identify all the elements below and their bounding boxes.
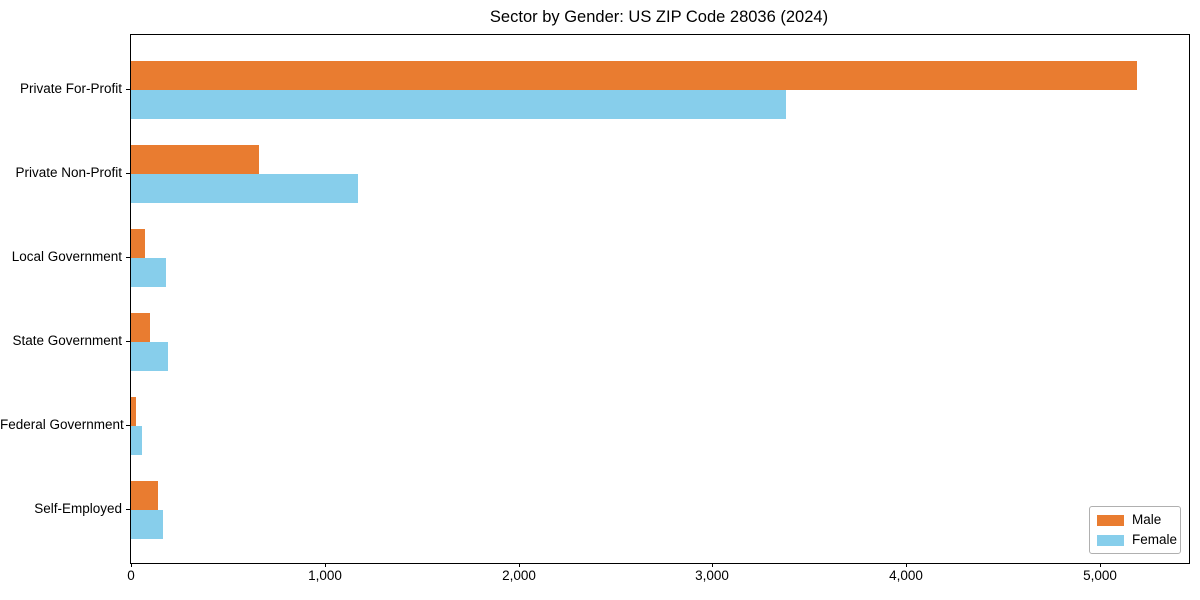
legend-entry-female: Female	[1097, 533, 1177, 547]
female-series-swatch	[1097, 534, 1124, 546]
male-series-swatch	[1097, 514, 1124, 526]
bar-female-4	[131, 426, 142, 455]
y-tick-label-4: Federal Government	[0, 417, 124, 432]
x-tick-label-5: 5,000	[1083, 568, 1117, 583]
y-tick-label-3: State Government	[12, 333, 122, 348]
bar-female-1	[131, 174, 358, 203]
x-tick-mark-4	[906, 563, 907, 567]
chart-title: Sector by Gender: US ZIP Code 28036 (202…	[489, 8, 829, 26]
x-tick-label-0: 0	[127, 568, 135, 583]
plot-area	[130, 34, 1190, 564]
x-tick-mark-5	[1100, 563, 1101, 567]
y-tick-mark-0	[126, 89, 130, 90]
y-tick-mark-2	[126, 257, 130, 258]
bar-male-1	[131, 145, 259, 174]
y-tick-label-1: Private Non-Profit	[15, 165, 122, 180]
y-tick-mark-5	[126, 509, 130, 510]
bar-female-3	[131, 342, 168, 371]
x-tick-label-3: 3,000	[695, 568, 729, 583]
y-tick-label-0: Private For-Profit	[19, 81, 122, 96]
x-tick-mark-1	[325, 563, 326, 567]
bar-male-5	[131, 481, 158, 510]
legend-entry-male: Male	[1097, 513, 1172, 527]
legend: Male Female	[1089, 506, 1181, 554]
x-tick-label-2: 2,000	[502, 568, 536, 583]
y-tick-mark-4	[126, 425, 130, 426]
bar-female-2	[131, 258, 166, 287]
x-tick-label-1: 1,000	[308, 568, 342, 583]
x-tick-mark-0	[131, 563, 132, 567]
bar-female-0	[131, 90, 786, 119]
y-tick-label-2: Local Government	[11, 249, 122, 264]
bar-male-3	[131, 313, 150, 342]
bar-male-2	[131, 229, 145, 258]
y-tick-label-5: Self-Employed	[34, 501, 122, 516]
bar-male-4	[131, 397, 136, 426]
y-tick-mark-3	[126, 341, 130, 342]
bar-male-0	[131, 61, 1137, 90]
x-tick-label-4: 4,000	[889, 568, 923, 583]
bar-female-5	[131, 510, 163, 539]
x-tick-mark-3	[712, 563, 713, 567]
legend-label-female: Female	[1132, 532, 1178, 547]
x-tick-mark-2	[519, 563, 520, 567]
y-tick-mark-1	[126, 173, 130, 174]
legend-label-male: Male	[1132, 512, 1162, 527]
